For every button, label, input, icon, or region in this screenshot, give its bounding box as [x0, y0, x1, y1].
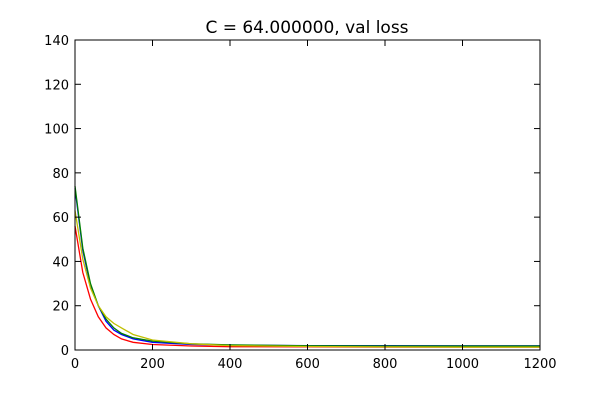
series-layer: [74, 186, 540, 348]
series-line-4: [74, 210, 540, 348]
x-tick-label: 600: [295, 357, 320, 372]
ticks-layer: 0 200 400 600 800 1000 1200 0 20 40 60 80 100 120 140: [44, 34, 556, 372]
x-tick-label: 800: [373, 357, 398, 372]
x-tick-label: 1000: [446, 357, 479, 372]
x-tick-label: 200: [140, 357, 165, 372]
y-tick-label: 40: [52, 255, 69, 270]
y-tick-label: 100: [44, 123, 69, 138]
plot-frame: [74, 39, 541, 351]
series-line-2: [74, 188, 540, 347]
chart-title: C = 64.000000, val loss: [205, 18, 408, 38]
y-tick-label: 140: [44, 34, 69, 49]
y-tick-label: 60: [52, 211, 69, 226]
x-tick-label: 1200: [523, 357, 556, 372]
series-line-1: [74, 225, 540, 348]
x-tick-label: 400: [218, 357, 243, 372]
y-tick-label: 120: [44, 78, 69, 93]
y-tick-label: 80: [52, 167, 69, 182]
y-tick-label: 0: [61, 344, 69, 359]
x-tick-label: 0: [71, 357, 79, 372]
y-tick-label: 20: [52, 300, 69, 315]
series-line-3: [74, 186, 540, 347]
